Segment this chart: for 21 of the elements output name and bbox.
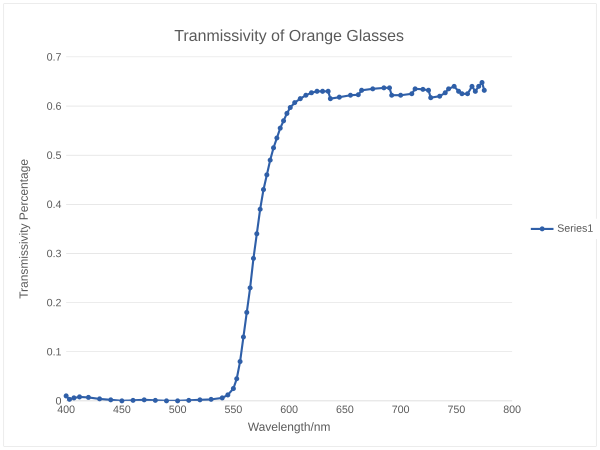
y-axis-title: Transmissivity Percentage xyxy=(19,160,30,298)
y-tick-label: 0.7 xyxy=(47,53,61,61)
x-tick-label: 450 xyxy=(113,406,130,414)
y-tick-label: 0.2 xyxy=(47,298,61,306)
y-tick-label: 0.1 xyxy=(47,348,61,356)
x-tick-label: 550 xyxy=(224,406,242,414)
x-tick-label: 800 xyxy=(504,406,521,414)
y-tick-label: 0.6 xyxy=(47,102,61,110)
y-tick-label: 0.3 xyxy=(47,250,61,258)
legend-label: Series1 xyxy=(558,224,593,232)
y-tick-label: 0.4 xyxy=(47,200,62,208)
x-tick-label: 600 xyxy=(280,406,298,414)
y-tick-label: 0 xyxy=(56,397,62,405)
chart-title: Tranmissivity of Orange Glasses xyxy=(174,29,404,44)
x-tick-label: 750 xyxy=(448,406,465,414)
y-tick-label: 0.5 xyxy=(47,151,61,159)
x-tick-label: 400 xyxy=(58,406,75,414)
x-tick-label: 650 xyxy=(336,406,354,414)
x-tick-label: 700 xyxy=(392,406,410,414)
x-axis-title: Wavelength/nm xyxy=(248,422,330,434)
x-tick-label: 500 xyxy=(169,406,186,414)
